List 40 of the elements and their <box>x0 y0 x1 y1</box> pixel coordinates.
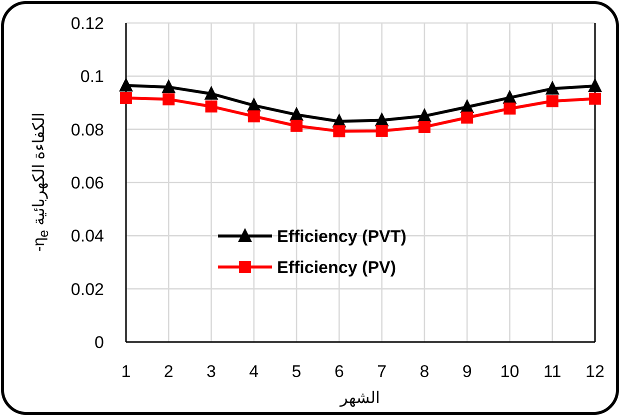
point <box>545 80 560 95</box>
y-tick-label: 0.02 <box>70 280 104 299</box>
x-tick-label: 11 <box>544 362 562 381</box>
legend-label: Efficiency (PV) <box>277 258 396 277</box>
point <box>418 120 430 133</box>
point <box>119 77 133 92</box>
point <box>588 78 602 92</box>
x-tick-label: 4 <box>249 362 259 381</box>
x-tick-label: 8 <box>420 362 430 381</box>
x-tick-label: 3 <box>206 362 216 381</box>
point <box>504 102 516 115</box>
y-tick-label: 0.06 <box>70 174 104 192</box>
y-tick-label: 0.12 <box>70 14 104 33</box>
x-tick-label: 1 <box>121 362 131 381</box>
point <box>248 110 260 122</box>
point <box>376 124 388 137</box>
x-tick-label: 2 <box>164 362 174 381</box>
x-tick-label: 6 <box>334 362 344 381</box>
point <box>162 93 175 106</box>
x-tick-label: 7 <box>377 362 387 381</box>
x-tick-label: 9 <box>462 362 472 381</box>
point <box>120 92 132 104</box>
x-tick-label: 5 <box>292 362 302 381</box>
point <box>333 125 346 138</box>
y-tick-label: 0.04 <box>70 226 104 246</box>
x-tick-label: 12 <box>586 362 604 381</box>
point <box>290 120 303 132</box>
point <box>204 86 218 100</box>
point <box>162 79 176 94</box>
y-tick-label: 0.1 <box>80 67 104 86</box>
point <box>290 106 304 121</box>
point <box>589 92 601 105</box>
point <box>205 100 218 112</box>
y-tick-label: 0.08 <box>70 120 104 140</box>
y-tick-label: 0 <box>94 333 104 352</box>
legend-label: Efficiency (PVT) <box>277 227 406 246</box>
x-tick-label: 10 <box>500 362 520 381</box>
point <box>461 112 474 124</box>
point <box>546 95 558 108</box>
x-axis-title: الشهر <box>340 389 380 408</box>
